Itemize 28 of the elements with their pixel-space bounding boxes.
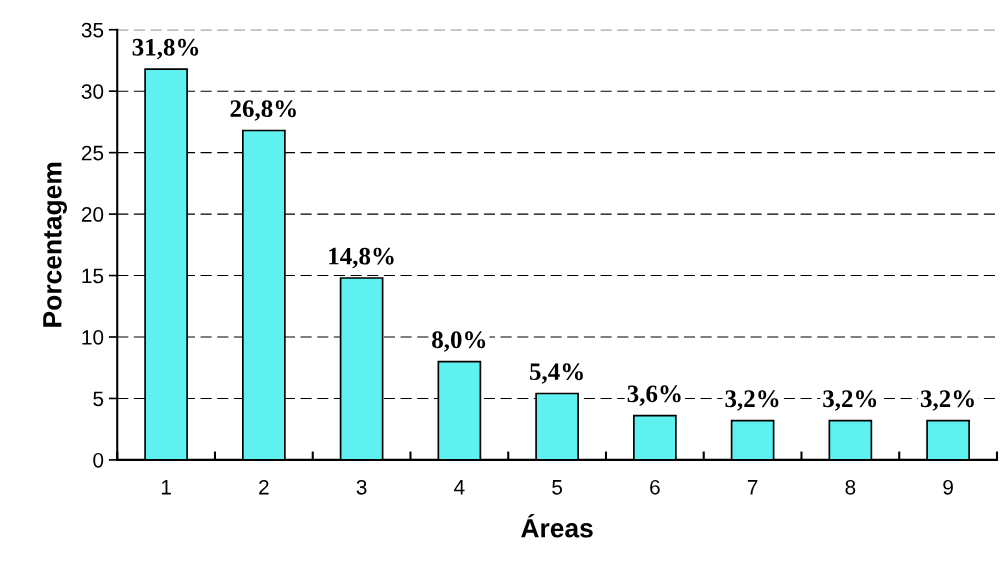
x-tick-label: 6	[650, 479, 660, 495]
data-label: 8,0%	[432, 331, 486, 352]
data-label: 3,2%	[823, 390, 877, 411]
x-tick-label: 9	[943, 479, 953, 495]
data-label: 14,8%	[329, 247, 394, 269]
y-tick-label: 25	[81, 145, 104, 161]
y-tick-label: 35	[81, 22, 104, 38]
y-tick-label: 30	[81, 84, 104, 99]
y-tick-label: 0	[93, 452, 104, 468]
data-label: 3,6%	[627, 385, 681, 406]
x-tick-label: 5	[552, 480, 563, 495]
x-tick-label: 8	[845, 479, 856, 495]
y-tick-label: 10	[82, 329, 104, 345]
x-tick-label: 2	[259, 479, 269, 495]
x-tick-label: 3	[356, 479, 367, 495]
y-tick-label: 15	[82, 268, 104, 284]
x-axis-title: Áreas	[521, 513, 593, 538]
data-label: 3,2%	[725, 390, 779, 411]
data-label: 5,4%	[529, 363, 583, 384]
y-axis-title: Porcentagem	[43, 162, 67, 327]
y-tick-label: 20	[81, 207, 104, 222]
data-label: 31,8%	[132, 38, 199, 60]
y-tick-label: 5	[93, 391, 104, 407]
x-tick-label: 7	[747, 480, 758, 495]
x-tick-label: 1	[161, 480, 171, 495]
data-label: 26,8%	[230, 100, 296, 121]
x-tick-label: 4	[454, 480, 465, 495]
data-label: 3,2%	[920, 390, 974, 411]
